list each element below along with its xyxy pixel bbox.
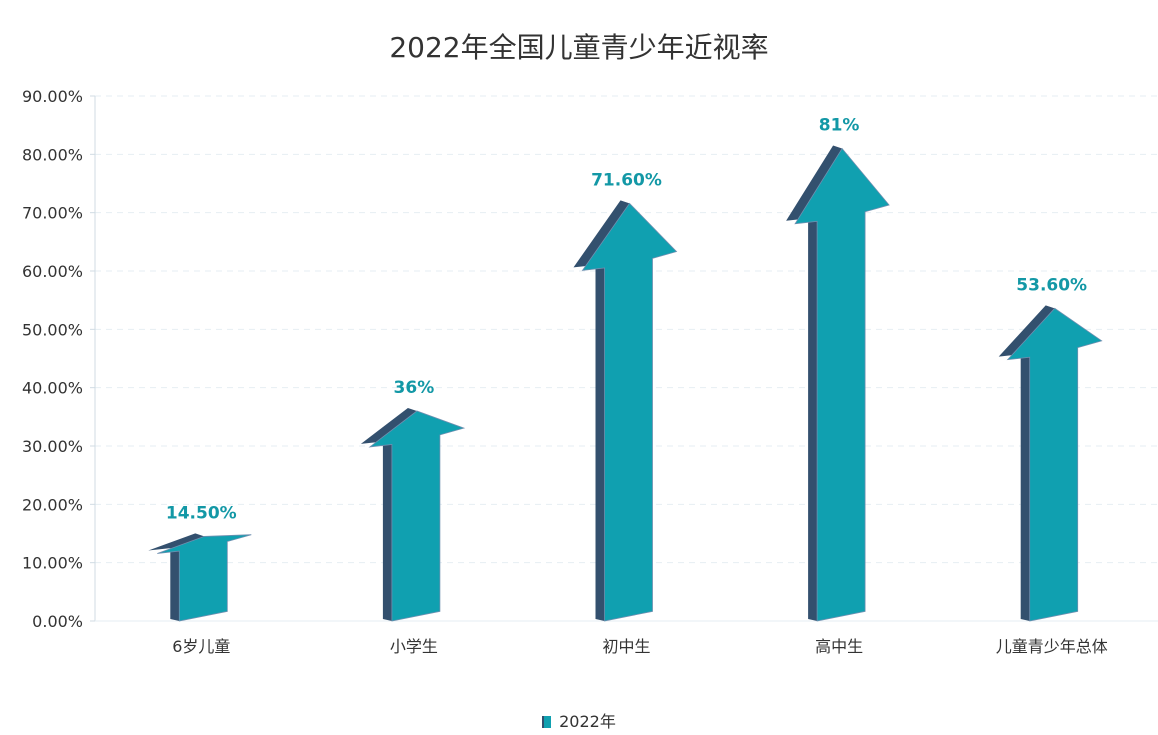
y-tick-label: 30.00% (22, 437, 83, 456)
x-tick-label: 儿童青少年总体 (996, 637, 1108, 656)
arrow-side (786, 145, 843, 621)
arrow-bar[interactable] (581, 202, 678, 622)
y-tick-label: 80.00% (22, 145, 83, 164)
data-label: 14.50% (166, 503, 237, 523)
arrow-bar[interactable] (794, 147, 890, 622)
data-label: 53.60% (1016, 275, 1087, 295)
arrow-bar[interactable] (368, 410, 466, 622)
legend[interactable]: 2022年 (0, 708, 1158, 732)
x-tick-label: 6岁儿童 (172, 637, 230, 656)
data-label: 81% (819, 116, 860, 136)
arrow-bar[interactable] (157, 534, 252, 622)
arrow-side (573, 200, 630, 622)
chart-title: 2022年全国儿童青少年近视率 (389, 31, 769, 64)
y-tick-label: 10.00% (22, 554, 83, 573)
y-tick-label: 70.00% (22, 204, 83, 223)
y-tick-label: 0.00% (32, 612, 83, 631)
arrow-bar[interactable] (1006, 307, 1103, 622)
y-tick-label: 20.00% (22, 495, 83, 514)
y-tick-label: 50.00% (22, 320, 83, 339)
arrow-side (148, 533, 205, 621)
x-tick-label: 小学生 (390, 637, 438, 656)
legend-swatch (542, 716, 552, 728)
data-label: 71.60% (591, 170, 662, 190)
x-tick-label: 高中生 (815, 637, 863, 656)
y-tick-label: 90.00% (22, 87, 83, 106)
data-label: 36% (394, 378, 435, 398)
y-tick-label: 60.00% (22, 262, 83, 281)
arrow-side (360, 408, 417, 621)
y-tick-label: 40.00% (22, 379, 83, 398)
x-tick-label: 初中生 (602, 637, 650, 656)
arrow-side (998, 305, 1055, 621)
legend-label: 2022年 (559, 712, 616, 731)
